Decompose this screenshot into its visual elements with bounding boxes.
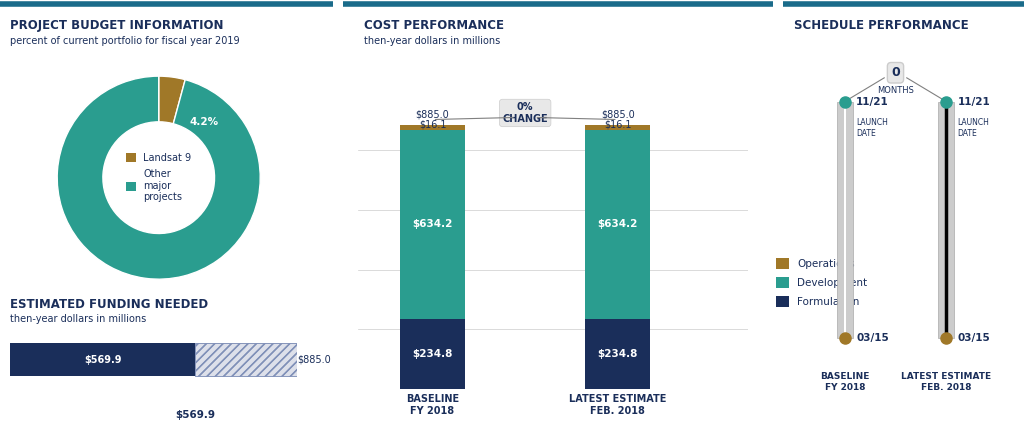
Text: $16.1: $16.1: [604, 119, 632, 129]
Text: $234.8: $234.8: [598, 349, 638, 359]
Text: $569.9: $569.9: [84, 354, 121, 365]
Text: $634.2: $634.2: [598, 220, 638, 229]
Text: 4.2%: 4.2%: [189, 117, 218, 127]
Bar: [195, 343, 297, 376]
Text: 0%
CHANGE: 0% CHANGE: [503, 102, 548, 124]
Text: LAUNCH
DATE: LAUNCH DATE: [856, 118, 888, 138]
Text: BASELINE
FY 2018: BASELINE FY 2018: [820, 372, 869, 392]
Text: COST PERFORMANCE: COST PERFORMANCE: [364, 19, 504, 32]
Wedge shape: [57, 76, 260, 279]
Text: percent of current portfolio for fiscal year 2019: percent of current portfolio for fiscal …: [10, 36, 240, 46]
Bar: [400, 130, 465, 319]
FancyBboxPatch shape: [945, 102, 947, 338]
Text: LAUNCH
DATE: LAUNCH DATE: [957, 118, 989, 138]
Text: $234.8: $234.8: [413, 349, 453, 359]
Text: MONTHS: MONTHS: [877, 86, 914, 95]
Text: 03/15: 03/15: [856, 333, 889, 343]
Text: then-year dollars in millions: then-year dollars in millions: [10, 314, 146, 324]
Bar: [195, 343, 297, 376]
Text: $885.0: $885.0: [601, 110, 635, 120]
Text: 0: 0: [891, 66, 900, 79]
Text: $569.9: $569.9: [175, 410, 215, 420]
Text: 95.8%: 95.8%: [102, 345, 138, 355]
Text: $16.1: $16.1: [419, 119, 446, 129]
Bar: [586, 130, 650, 319]
Legend: Landsat 9, Other
major
projects: Landsat 9, Other major projects: [126, 153, 191, 202]
FancyBboxPatch shape: [837, 102, 853, 338]
FancyBboxPatch shape: [844, 102, 846, 338]
Wedge shape: [159, 76, 185, 124]
Text: $634.2: $634.2: [413, 220, 453, 229]
Bar: [586, 319, 650, 389]
Text: $885.0: $885.0: [416, 110, 450, 120]
Text: 03/15: 03/15: [957, 333, 990, 343]
Text: LATEST ESTIMATE
FEB. 2018: LATEST ESTIMATE FEB. 2018: [901, 372, 991, 392]
Text: 11/21: 11/21: [856, 96, 889, 107]
Text: $885.0: $885.0: [298, 354, 332, 365]
Text: then-year dollars in millions: then-year dollars in millions: [364, 36, 500, 46]
FancyBboxPatch shape: [938, 102, 954, 338]
Text: SCHEDULE PERFORMANCE: SCHEDULE PERFORMANCE: [794, 19, 969, 32]
Text: ESTIMATED FUNDING NEEDED: ESTIMATED FUNDING NEEDED: [10, 298, 208, 311]
Bar: [10, 343, 195, 376]
Text: 11/21: 11/21: [957, 96, 990, 107]
Bar: [400, 125, 465, 130]
Bar: [195, 343, 297, 376]
Bar: [586, 125, 650, 130]
Text: PROJECT BUDGET INFORMATION: PROJECT BUDGET INFORMATION: [10, 19, 223, 32]
Legend: Operations, Development, Formulation: Operations, Development, Formulation: [772, 254, 871, 311]
Bar: [400, 319, 465, 389]
